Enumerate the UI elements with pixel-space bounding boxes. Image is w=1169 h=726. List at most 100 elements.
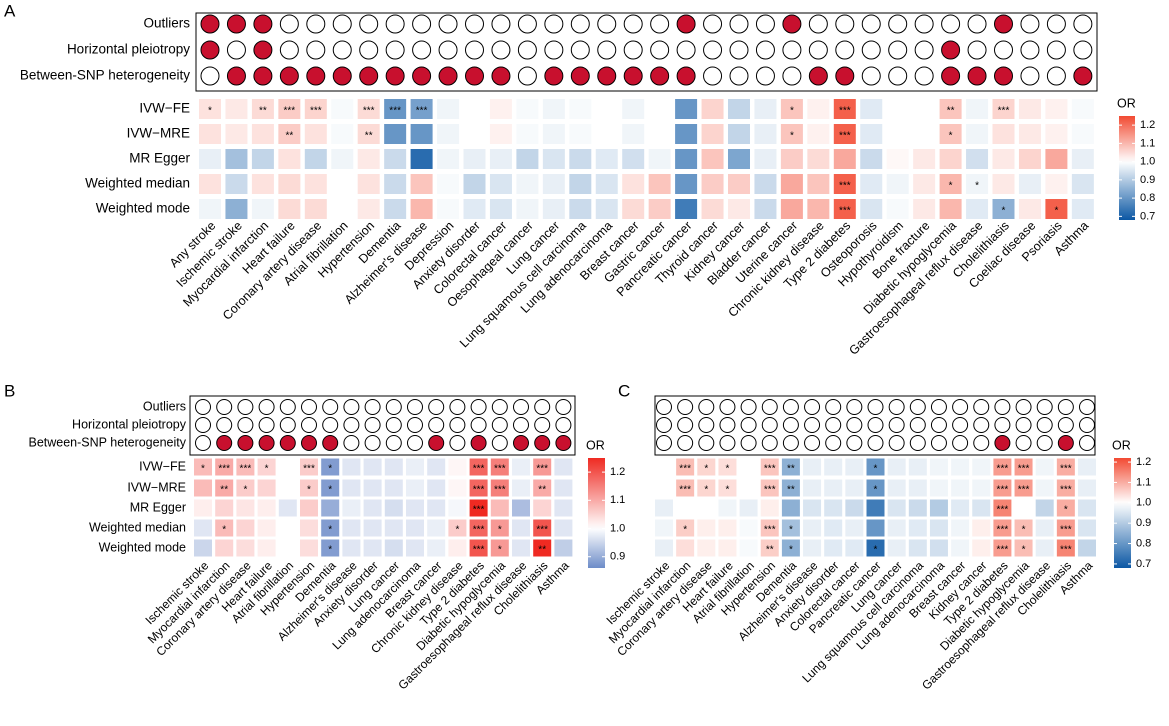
indicator-dot — [804, 417, 821, 433]
indicator-dot — [888, 417, 905, 433]
heat-cell — [194, 458, 212, 476]
indicator-dot — [301, 399, 317, 415]
heat-cell — [410, 174, 433, 194]
heat-cell — [781, 458, 800, 476]
significance-label: * — [790, 131, 794, 142]
indicator-dot — [200, 66, 220, 86]
indicator-dot — [1020, 14, 1040, 34]
heat-cell — [469, 539, 488, 557]
indicator-dot — [656, 417, 672, 433]
heat-cell — [199, 149, 221, 169]
heat-cell — [595, 99, 618, 119]
heat-cell — [569, 124, 592, 144]
heat-cell — [427, 458, 446, 476]
indicator-box — [189, 395, 576, 456]
heat-cell — [554, 458, 573, 476]
heat-cell — [512, 479, 530, 497]
significance-label: ** — [285, 131, 293, 142]
heat-cell — [866, 479, 885, 497]
heat-cell — [410, 149, 433, 169]
heat-cell — [972, 519, 991, 537]
indicator-dot — [1046, 40, 1066, 60]
significance-label: * — [498, 545, 502, 556]
indicator-dot — [861, 40, 881, 60]
indicator-dot — [226, 40, 246, 60]
indicator-dot — [306, 14, 326, 34]
heat-cell — [554, 479, 573, 497]
indicator-dot — [465, 40, 484, 60]
indicator-dot — [555, 417, 572, 433]
significance-label: * — [328, 464, 332, 475]
indicator-dot — [825, 417, 842, 433]
heat-cell — [908, 539, 927, 557]
significance-label: * — [455, 525, 459, 536]
heat-cell — [194, 499, 212, 517]
indicator-dot — [719, 417, 736, 433]
significance-label: * — [874, 545, 878, 556]
significance-label: ** — [259, 106, 267, 117]
indicator-dot — [226, 14, 246, 34]
colorbar-tick-label: 1.0 — [1140, 156, 1155, 168]
significance-label: *** — [839, 106, 851, 117]
significance-label: *** — [473, 485, 485, 496]
heat-cell — [739, 519, 758, 537]
heat-cell — [866, 458, 885, 476]
indicator-dot — [967, 66, 987, 86]
heat-cell — [1014, 479, 1033, 497]
significance-label: * — [201, 464, 205, 475]
heat-cell — [533, 499, 552, 517]
heat-cell — [331, 174, 354, 194]
heat-cell — [278, 458, 297, 476]
heat-cell — [886, 199, 909, 219]
heat-cell — [833, 124, 856, 144]
heat-cell — [251, 124, 274, 144]
heat-cell — [1018, 124, 1041, 144]
heat-cell — [1045, 124, 1068, 144]
heat-cell — [866, 499, 885, 517]
indicator-dot — [385, 40, 405, 60]
heat-cell — [469, 519, 488, 537]
indicator-dot — [1057, 435, 1074, 451]
method-label: MR Egger — [129, 151, 190, 166]
significance-label: *** — [284, 106, 296, 117]
indicator-dot — [952, 435, 969, 451]
indicator-label: Outliers — [143, 399, 186, 413]
heat-cell — [215, 499, 234, 517]
heat-cell — [866, 519, 885, 537]
significance-label: ** — [947, 106, 955, 117]
heat-cell — [490, 539, 509, 557]
heat-cell — [655, 539, 673, 557]
significance-label: *** — [310, 106, 322, 117]
significance-label: * — [1002, 206, 1006, 217]
heat-cell — [676, 499, 695, 517]
heat-cell — [860, 174, 883, 194]
indicator-dot — [544, 40, 564, 60]
indicator-dot — [952, 417, 969, 433]
heat-cell — [992, 99, 1015, 119]
heat-cell — [824, 499, 843, 517]
indicator-dot — [385, 435, 402, 451]
colorbar-tick-label: 1.2 — [1136, 456, 1151, 468]
indicator-dot — [279, 417, 296, 433]
colorbar-tick-label: 0.8 — [1136, 537, 1151, 549]
colorbar-tick-label: 0.7 — [1136, 558, 1151, 570]
heat-cell — [908, 479, 927, 497]
indicator-dot — [332, 40, 352, 60]
indicator-dot — [729, 40, 749, 60]
indicator-dot — [719, 435, 736, 451]
significance-label: *** — [839, 131, 851, 142]
heat-cell — [304, 174, 327, 194]
indicator-dot — [782, 66, 802, 86]
heat-cell — [331, 199, 354, 219]
heat-cell — [595, 199, 618, 219]
heat-cell — [886, 149, 909, 169]
heat-cell — [803, 539, 822, 557]
heat-cell — [257, 539, 276, 557]
heat-cell — [1056, 458, 1075, 476]
heat-cell — [357, 99, 380, 119]
heat-cell — [225, 149, 248, 169]
indicator-dot — [698, 435, 715, 451]
indicator-dot — [1036, 435, 1053, 451]
heat-cell — [675, 99, 698, 119]
heat-cell — [992, 149, 1015, 169]
